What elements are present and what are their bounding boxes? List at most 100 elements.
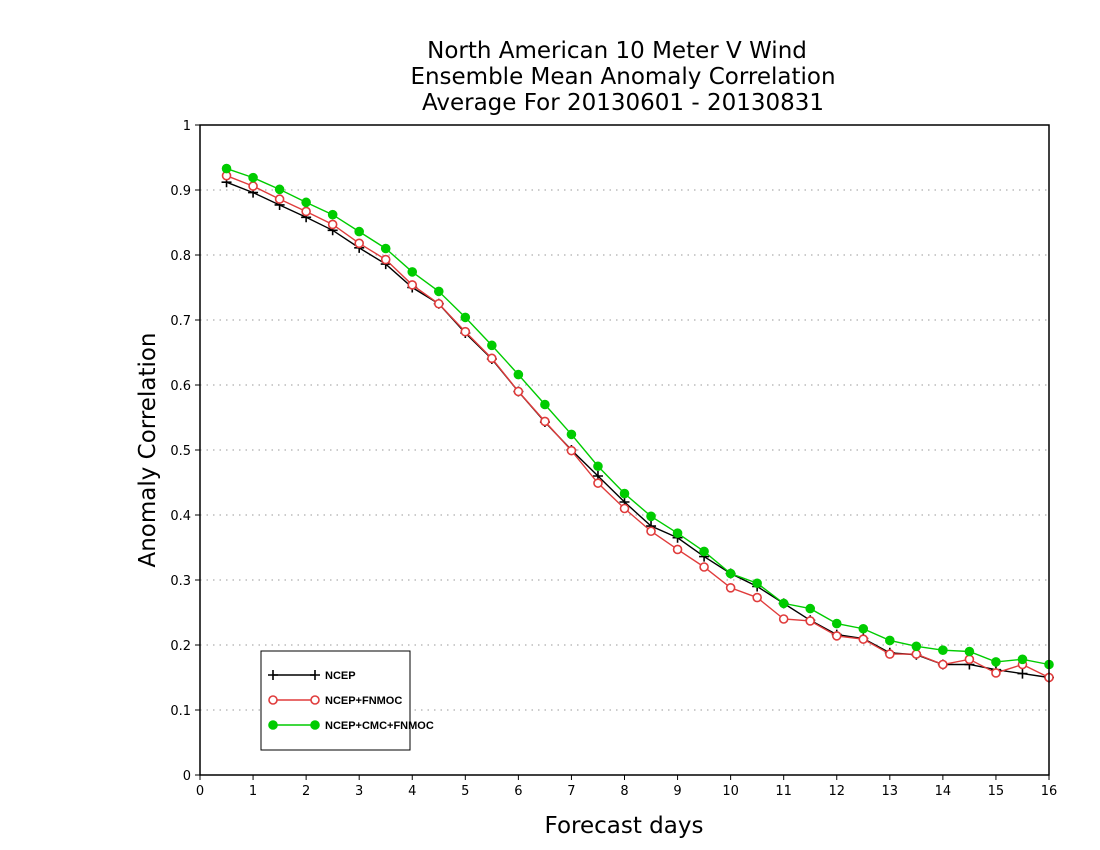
y-tick-label: 0 [183,769,191,784]
axis-ticks: 00.10.20.30.40.50.60.70.80.910 1 2 3 4 5 6 7 8 9 1… [170,119,1057,799]
x-tick-label: 5 [461,784,469,799]
y-tick-label: 0.4 [170,509,191,524]
y-tick-label: 0.7 [170,314,191,329]
series-1 [221,170,1054,683]
data-point [699,562,709,572]
data-point [831,631,842,641]
x-tick-label: 13 [882,784,899,799]
data-point [380,243,391,254]
data-point [433,286,444,297]
data-point [301,197,311,208]
x-tick-label: 0 [196,784,204,799]
grid [200,189,1049,711]
data-point [540,399,550,410]
data-point [619,503,630,514]
series-line [226,167,1050,666]
chart-title: North American 10 Meter V Wind Ensemble … [410,38,835,116]
data-point [460,312,471,323]
x-tick-label: 16 [1041,784,1058,799]
x-tick-label: 4 [408,784,416,799]
data-point [566,429,577,440]
data-point [354,226,364,237]
x-tick-label: 8 [620,784,628,799]
data-point [248,181,258,191]
y-tick-label: 0.1 [170,704,191,719]
data-point [1017,668,1028,679]
data-point [310,670,320,680]
data-point [513,369,524,380]
x-tick-label: 12 [828,784,845,799]
data-point [725,582,736,593]
data-point [938,645,948,656]
title-line-2: Ensemble Mean Anomaly Correlation [410,64,835,90]
data-point [380,254,391,265]
legend-label: NCEP [325,670,356,682]
data-point [964,646,975,657]
legend-label: NCEP+CMC+FNMOC [325,720,434,732]
data-point [831,618,842,629]
data-point [487,340,497,351]
data-point [752,578,762,589]
x-tick-label: 9 [673,784,681,799]
legend-label: NCEP+FNMOC [325,695,402,707]
data-point [274,184,285,195]
data-point [938,659,948,670]
data-point [885,649,895,659]
data-point [858,623,869,634]
legend-item: NCEP+CMC+FNMOC [268,720,434,732]
data-point [274,194,285,204]
data-point [221,163,232,174]
legend-item: NCEP+FNMOC [268,695,402,707]
data-point [513,386,524,397]
legend-item: NCEP [268,670,356,682]
data-point [566,445,577,456]
data-point [646,526,656,537]
data-point [778,614,789,624]
data-point [725,568,736,579]
y-tick-label: 0.8 [170,249,191,264]
series-2 [221,163,1054,670]
data-point [593,461,603,472]
x-tick-label: 10 [722,784,739,799]
x-tick-label: 7 [567,784,575,799]
x-tick-label: 11 [775,784,792,799]
data-point [540,416,550,427]
data-point [310,720,320,730]
data-point [593,478,603,488]
plot-frame [199,124,1050,776]
data-point [327,209,338,220]
y-tick-label: 1 [183,119,191,134]
data-point [805,616,816,626]
data-point [911,649,922,659]
data-point [991,668,1001,678]
y-tick-label: 0.9 [170,184,191,199]
data-point [672,544,683,555]
x-tick-label: 15 [988,784,1005,799]
data-point [964,654,975,665]
data-point [885,635,895,646]
data-point [407,267,418,277]
y-tick-label: 0.3 [170,574,191,589]
x-axis-label: Forecast days [545,813,704,839]
data-point [1017,654,1028,665]
data-point [778,598,789,609]
data-point [301,206,311,217]
data-point [354,238,364,249]
data-point [433,298,444,309]
data-point [310,695,320,705]
x-tick-label: 1 [249,784,257,799]
data-point [268,695,278,705]
x-tick-label: 3 [355,784,363,799]
data-point [911,641,922,652]
title-line-1: North American 10 Meter V Wind [427,38,807,64]
x-tick-label: 2 [302,784,310,799]
data-point [268,670,278,680]
data-point [672,528,683,539]
data-point [699,546,709,557]
data-point [752,592,762,603]
y-tick-label: 0.6 [170,379,191,394]
series-0 [221,177,1054,683]
x-tick-label: 14 [935,784,952,799]
data-point [991,657,1001,667]
